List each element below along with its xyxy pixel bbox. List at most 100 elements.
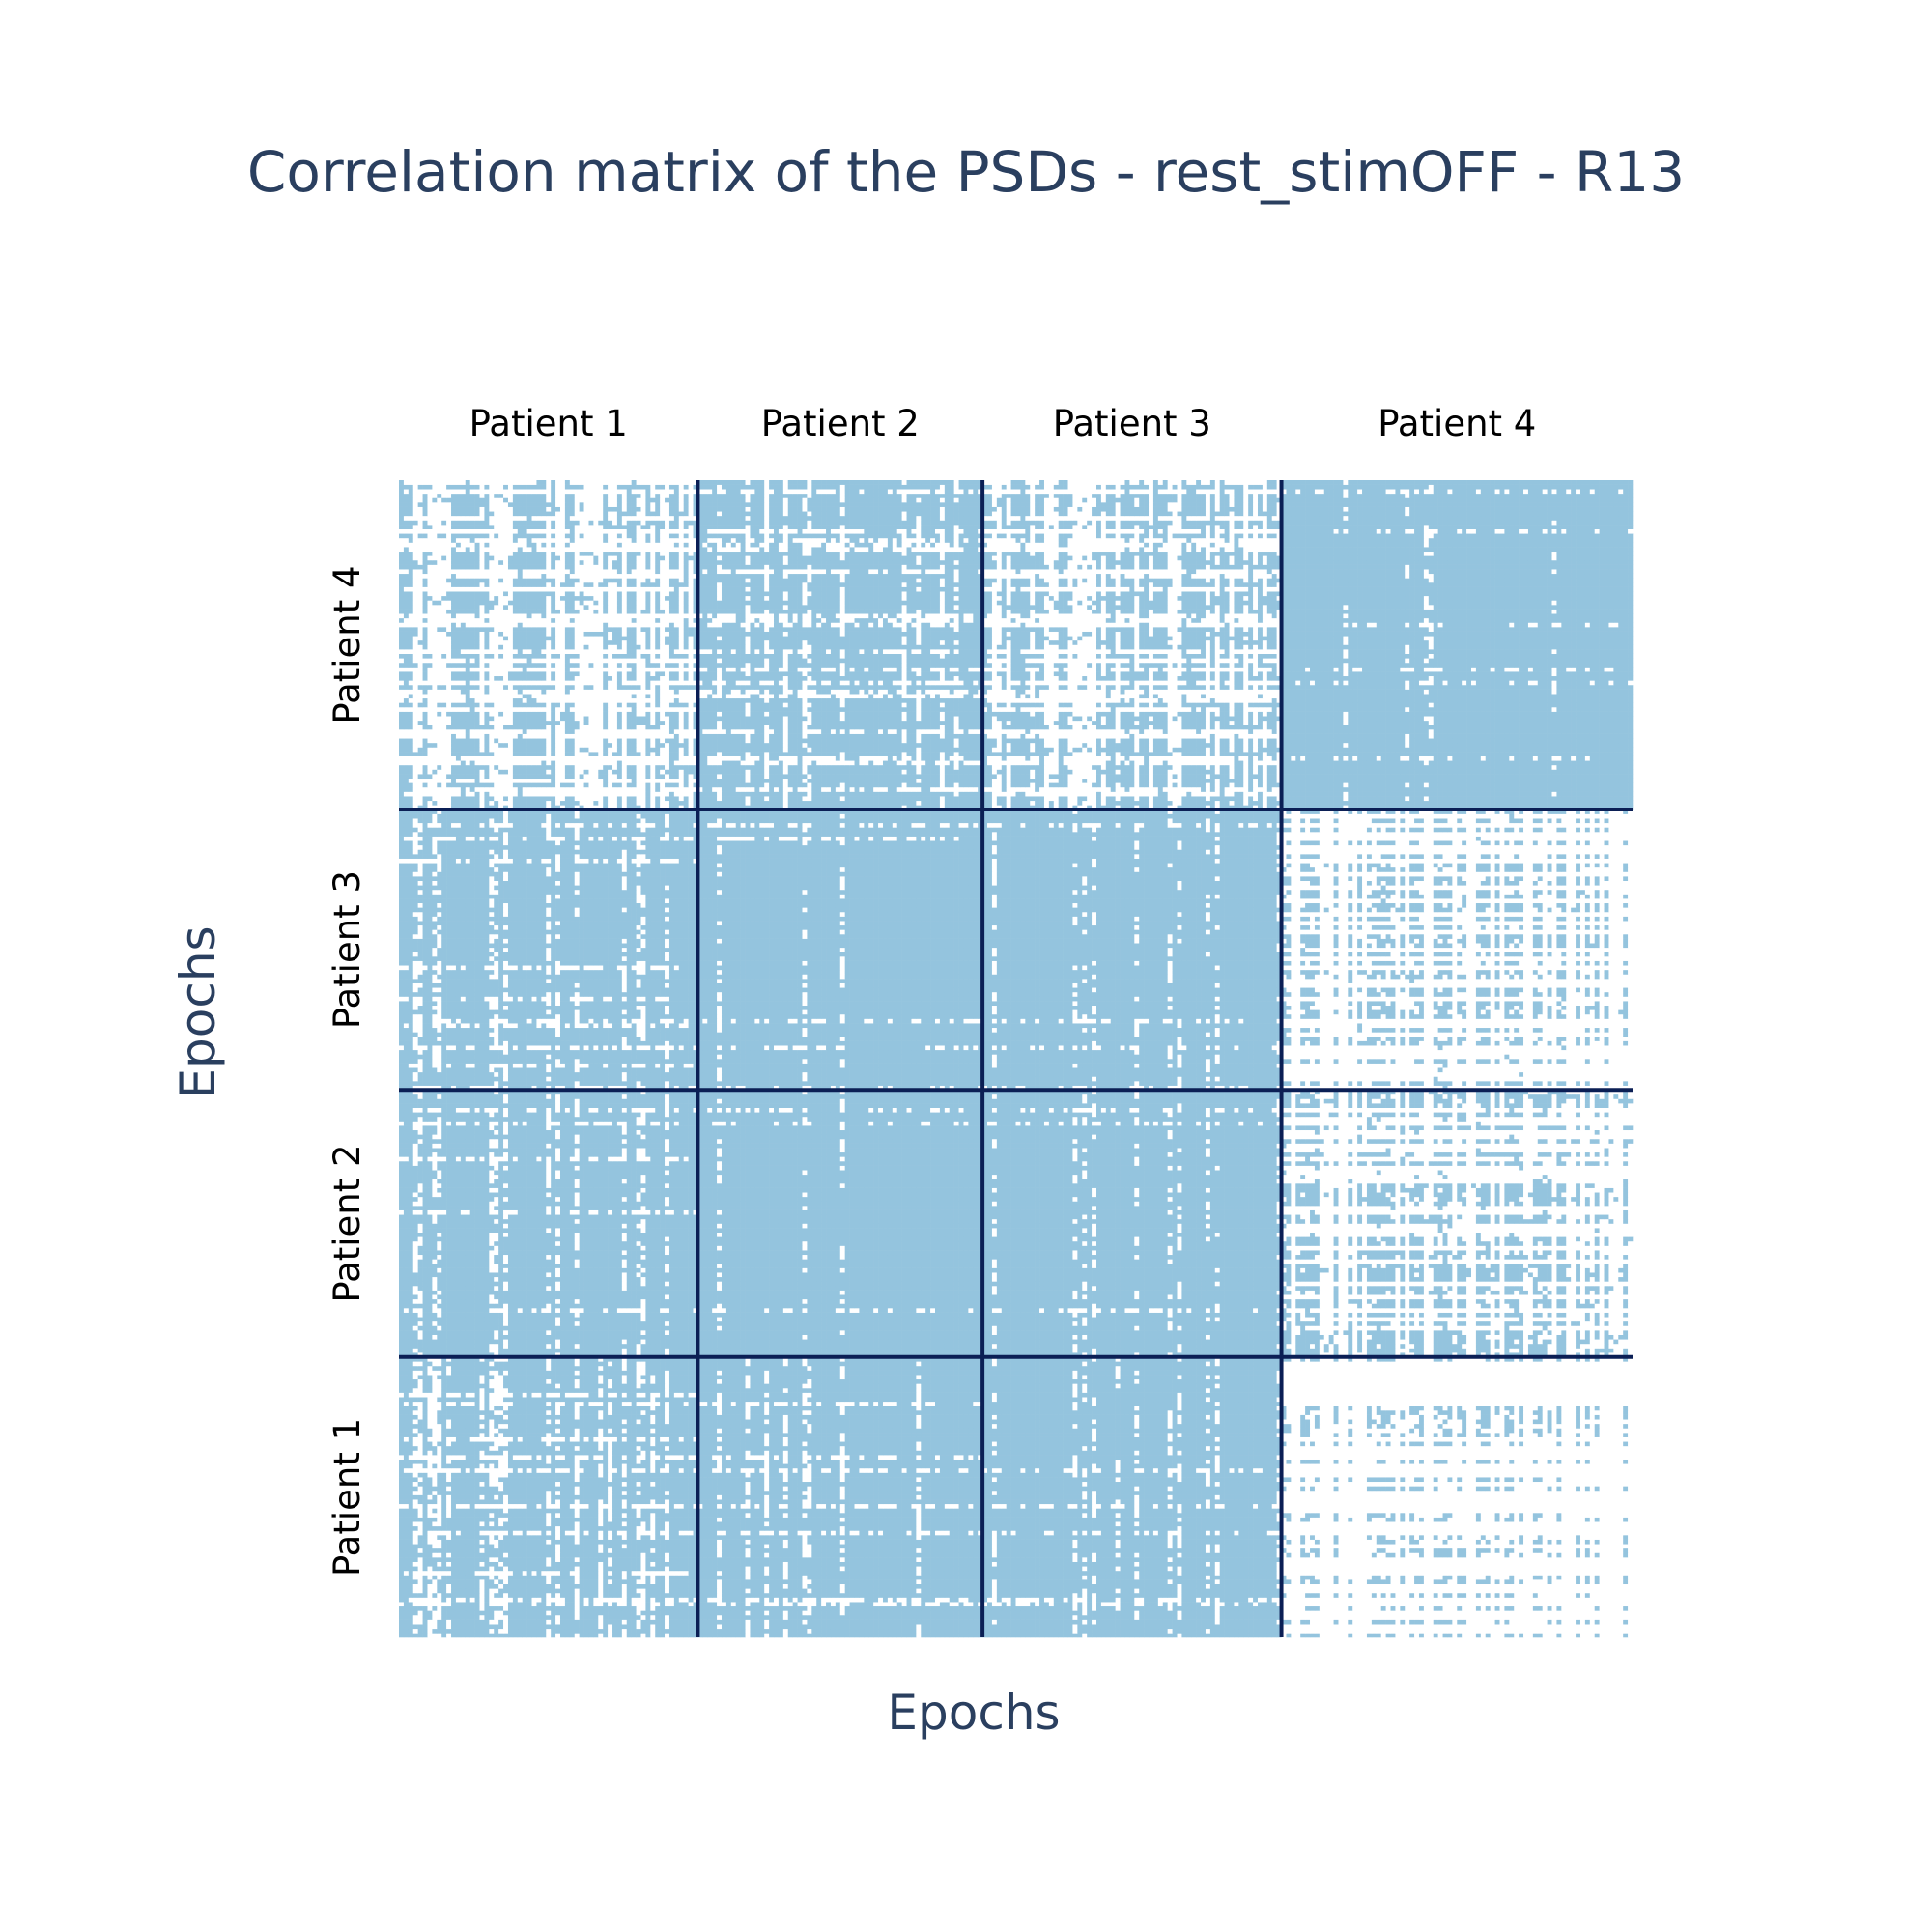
heatmap-cell [1181, 1602, 1186, 1606]
heatmap-cell [973, 1602, 978, 1606]
heatmap-cell [1476, 1598, 1481, 1603]
heatmap-cell [536, 1620, 541, 1625]
heatmap-cell [441, 1620, 446, 1625]
heatmap-cell [603, 1629, 608, 1634]
heatmap-cell [1429, 1633, 1434, 1637]
heatmap-cell [580, 1610, 584, 1615]
heatmap-cell [1144, 1606, 1149, 1611]
heatmap-cell [650, 1624, 655, 1629]
heatmap-cell [945, 1598, 950, 1603]
heatmap-cell [940, 1633, 945, 1637]
heatmap-cell [1153, 1633, 1158, 1637]
heatmap-cell [1035, 1593, 1039, 1598]
heatmap-cell [1334, 1598, 1339, 1603]
heatmap-cell [689, 1593, 694, 1598]
heatmap-cell [1509, 1606, 1514, 1611]
heatmap-cell [816, 1593, 821, 1598]
heatmap-cell [1504, 1633, 1509, 1637]
heatmap-cell [911, 1620, 916, 1625]
heatmap-cell [1007, 1615, 1011, 1620]
heatmap-cell [1552, 1606, 1557, 1611]
heatmap-cell [1462, 1606, 1466, 1611]
heatmap-cell [1409, 1610, 1414, 1615]
heatmap-cell [1623, 1629, 1628, 1634]
heatmap-cell [883, 1615, 888, 1620]
heatmap-cell [665, 1615, 669, 1620]
heatmap-cell [546, 1602, 551, 1606]
heatmap-cell [1016, 1633, 1021, 1637]
heatmap-cell [821, 1606, 826, 1611]
heatmap-cell [580, 1588, 584, 1593]
heatmap-cell [1466, 1602, 1471, 1606]
heatmap-cell [480, 1620, 485, 1625]
heatmap-cell [1116, 1610, 1121, 1615]
heatmap-cell [840, 1593, 845, 1598]
heatmap-cell [916, 1624, 921, 1629]
heatmap-cell [746, 1598, 751, 1603]
heatmap-cell [1447, 1615, 1452, 1620]
heatmap-cell [1295, 1606, 1300, 1611]
heatmap-cell [1300, 1633, 1305, 1637]
heatmap-cell [764, 1602, 769, 1606]
heatmap-cell [1230, 1593, 1235, 1598]
heatmap-cell [551, 1593, 555, 1598]
heatmap-cell [1310, 1629, 1315, 1634]
heatmap-cell [655, 1620, 660, 1625]
heatmap-cell [1566, 1615, 1571, 1620]
heatmap-cell [418, 1593, 423, 1598]
heatmap-cell [1049, 1598, 1054, 1603]
heatmap-cell [1357, 1593, 1362, 1598]
heatmap-cell [1007, 1620, 1011, 1625]
heatmap-cell [1111, 1624, 1116, 1629]
heatmap-cell [855, 1620, 860, 1625]
heatmap-cell [973, 1606, 978, 1611]
heatmap-cell [489, 1602, 494, 1606]
heatmap-cell [409, 1602, 413, 1606]
heatmap-cell [1381, 1602, 1386, 1606]
heatmap-cell [470, 1633, 475, 1637]
heatmap-cell [783, 1629, 788, 1634]
heatmap-cell [1111, 1610, 1116, 1615]
heatmap-cell [907, 1633, 912, 1637]
heatmap-cell [684, 1615, 689, 1620]
heatmap-cell [1044, 1615, 1049, 1620]
heatmap-cell [1556, 1633, 1561, 1637]
heatmap-cell [551, 1588, 555, 1593]
heatmap-cell [992, 1633, 997, 1637]
heatmap-cell [1476, 1633, 1481, 1637]
heatmap-cell [769, 1606, 774, 1611]
heatmap-cell [1020, 1602, 1025, 1606]
heatmap-cell [669, 1633, 674, 1637]
heatmap-cell [1566, 1593, 1571, 1598]
heatmap-cell [1462, 1624, 1466, 1629]
heatmap-cell [746, 1620, 751, 1625]
heatmap-cell [1362, 1615, 1367, 1620]
heatmap-cell [1471, 1593, 1476, 1598]
heatmap-cell [925, 1629, 930, 1634]
heatmap-cell [1077, 1629, 1082, 1634]
heatmap-cell [669, 1615, 674, 1620]
heatmap-cell [1414, 1633, 1419, 1637]
heatmap-cell [418, 1602, 423, 1606]
heatmap-cell [945, 1602, 950, 1606]
heatmap-cell [1129, 1593, 1134, 1598]
heatmap-cell [1020, 1598, 1025, 1603]
heatmap-cell [1605, 1602, 1609, 1606]
heatmap-cell [1134, 1615, 1139, 1620]
heatmap-cell [418, 1633, 423, 1637]
heatmap-cell [1400, 1606, 1405, 1611]
heatmap-cell [1443, 1629, 1448, 1634]
heatmap-cell [441, 1624, 446, 1629]
heatmap-cell [741, 1620, 746, 1625]
heatmap-cell [1248, 1620, 1253, 1625]
heatmap-cell [1054, 1606, 1059, 1611]
heatmap-cell [1011, 1624, 1016, 1629]
heatmap-cell [1608, 1598, 1613, 1603]
heatmap-cell [1096, 1610, 1101, 1615]
heatmap-cell [608, 1606, 612, 1611]
heatmap-cell [1101, 1633, 1106, 1637]
heatmap-cell [689, 1615, 694, 1620]
heatmap-cell [1519, 1615, 1523, 1620]
heatmap-cell [987, 1615, 992, 1620]
heatmap-cell [1491, 1615, 1495, 1620]
